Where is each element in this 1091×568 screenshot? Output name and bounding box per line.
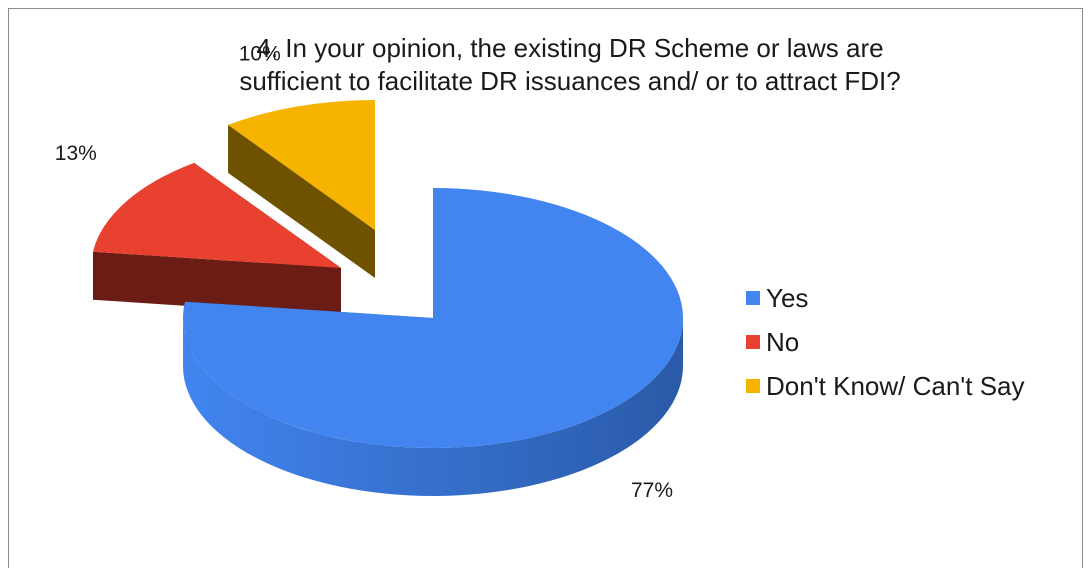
chart-title: 4. In your opinion, the existing DR Sche…	[150, 32, 990, 98]
legend-label-yes: Yes	[766, 282, 809, 313]
legend-swatch-no	[746, 335, 760, 349]
pie-slice-yes	[182, 188, 683, 496]
legend-item-dont-know: Don't Know/ Can't Say	[746, 364, 1025, 408]
legend: Yes No Don't Know/ Can't Say	[746, 276, 1025, 408]
pie-slice-dont-know	[228, 100, 375, 278]
data-label-no: 13%	[55, 142, 97, 165]
data-label-dont-know: 10%	[239, 42, 281, 65]
pie-slice-no-top	[92, 162, 342, 268]
pie-slice-no	[92, 162, 342, 316]
pie-slice-dont-know-wall-0	[228, 124, 375, 278]
legend-item-yes: Yes	[746, 276, 1025, 320]
pie-slice-yes-rim	[183, 318, 683, 496]
legend-label-no: No	[766, 326, 800, 357]
chart-title-line-2: sufficient to facilitate DR issuances an…	[239, 66, 901, 96]
data-label-yes: 77%	[631, 479, 673, 502]
pie-slice-yes-top	[182, 188, 683, 448]
legend-label-dont-know: Don't Know/ Can't Say	[766, 370, 1025, 401]
legend-item-no: No	[746, 320, 1025, 364]
legend-swatch-dont-know	[746, 379, 760, 393]
legend-swatch-yes	[746, 291, 760, 305]
chart-title-line-1: 4. In your opinion, the existing DR Sche…	[256, 33, 884, 63]
pie-slice-dont-know-top	[228, 100, 375, 230]
